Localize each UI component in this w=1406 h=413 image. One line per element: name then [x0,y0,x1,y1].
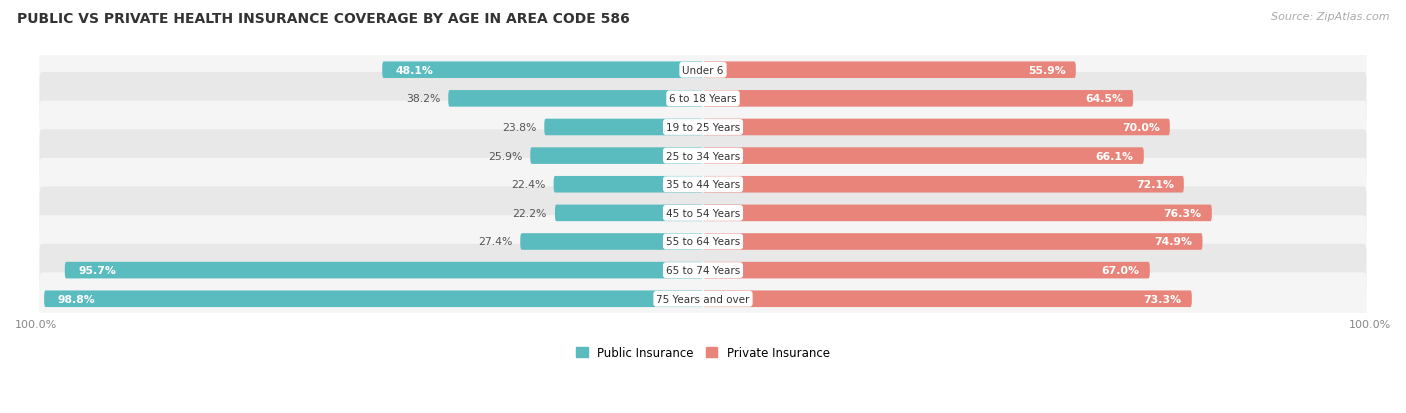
FancyBboxPatch shape [703,234,1202,250]
Text: 76.3%: 76.3% [1164,209,1202,218]
FancyBboxPatch shape [703,176,1184,193]
Text: 95.7%: 95.7% [79,266,117,275]
Text: 70.0%: 70.0% [1122,123,1160,133]
Text: 22.4%: 22.4% [512,180,546,190]
Text: 74.9%: 74.9% [1154,237,1192,247]
Text: 65 to 74 Years: 65 to 74 Years [666,266,740,275]
FancyBboxPatch shape [39,44,1367,97]
Text: 55 to 64 Years: 55 to 64 Years [666,237,740,247]
FancyBboxPatch shape [703,62,1076,79]
FancyBboxPatch shape [703,205,1212,222]
Text: 19 to 25 Years: 19 to 25 Years [666,123,740,133]
FancyBboxPatch shape [39,216,1367,268]
Text: 75 Years and over: 75 Years and over [657,294,749,304]
FancyBboxPatch shape [39,187,1367,240]
FancyBboxPatch shape [703,148,1144,164]
Text: 72.1%: 72.1% [1136,180,1174,190]
Text: 23.8%: 23.8% [502,123,536,133]
FancyBboxPatch shape [449,91,703,107]
Text: 55.9%: 55.9% [1028,66,1066,76]
Text: 73.3%: 73.3% [1143,294,1182,304]
FancyBboxPatch shape [703,291,1192,307]
FancyBboxPatch shape [530,148,703,164]
FancyBboxPatch shape [703,262,1150,279]
FancyBboxPatch shape [65,262,703,279]
FancyBboxPatch shape [703,119,1170,136]
FancyBboxPatch shape [554,176,703,193]
FancyBboxPatch shape [703,91,1133,107]
FancyBboxPatch shape [39,130,1367,183]
FancyBboxPatch shape [39,159,1367,211]
Text: 27.4%: 27.4% [478,237,512,247]
FancyBboxPatch shape [39,73,1367,126]
FancyBboxPatch shape [520,234,703,250]
Text: 45 to 54 Years: 45 to 54 Years [666,209,740,218]
Text: 67.0%: 67.0% [1102,266,1140,275]
Text: Source: ZipAtlas.com: Source: ZipAtlas.com [1271,12,1389,22]
FancyBboxPatch shape [44,291,703,307]
Text: 6 to 18 Years: 6 to 18 Years [669,94,737,104]
FancyBboxPatch shape [382,62,703,79]
Text: Under 6: Under 6 [682,66,724,76]
FancyBboxPatch shape [544,119,703,136]
Text: PUBLIC VS PRIVATE HEALTH INSURANCE COVERAGE BY AGE IN AREA CODE 586: PUBLIC VS PRIVATE HEALTH INSURANCE COVER… [17,12,630,26]
Text: 48.1%: 48.1% [395,66,433,76]
Text: 25 to 34 Years: 25 to 34 Years [666,151,740,161]
Text: 38.2%: 38.2% [406,94,440,104]
Text: 64.5%: 64.5% [1085,94,1123,104]
FancyBboxPatch shape [555,205,703,222]
Legend: Public Insurance, Private Insurance: Public Insurance, Private Insurance [571,342,835,364]
Text: 22.2%: 22.2% [513,209,547,218]
FancyBboxPatch shape [39,244,1367,297]
FancyBboxPatch shape [39,101,1367,154]
Text: 66.1%: 66.1% [1095,151,1133,161]
Text: 35 to 44 Years: 35 to 44 Years [666,180,740,190]
Text: 98.8%: 98.8% [58,294,96,304]
Text: 25.9%: 25.9% [488,151,522,161]
FancyBboxPatch shape [39,273,1367,325]
